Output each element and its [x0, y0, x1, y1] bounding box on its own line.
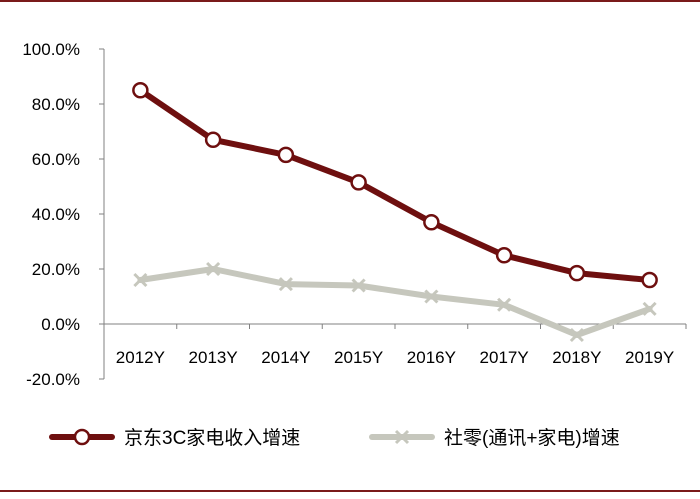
- y-tick-label: 20.0%: [32, 260, 80, 279]
- legend-swatch-marker: [73, 428, 91, 446]
- x-tick-label: 2012Y: [116, 348, 165, 367]
- legend: 京东3C家电收入增速 社零(通讯+家电)增速: [49, 427, 620, 449]
- y-tick-label: 60.0%: [32, 150, 80, 169]
- data-point-stroke: [642, 301, 657, 316]
- series-2: [133, 261, 657, 343]
- data-point: [133, 272, 148, 288]
- data-point: [132, 82, 149, 99]
- legend-label: 京东3C家电收入增速: [124, 427, 300, 449]
- axes: [99, 48, 687, 380]
- y-axis-tick-labels: 100.0% 80.0% 60.0% 40.0% 20.0% 0.0% -20.0%: [22, 40, 80, 389]
- data-point: [642, 301, 657, 316]
- series-1: [132, 82, 658, 289]
- y-tick-label: 100.0%: [22, 40, 80, 59]
- data-point-stroke: [206, 261, 221, 277]
- data-point: [278, 277, 293, 292]
- series-line: [137, 266, 653, 338]
- data-point-stroke: [497, 297, 512, 312]
- data-point: [641, 271, 658, 289]
- data-point: [351, 278, 366, 293]
- legend-item-1: 京东3C家电收入增速: [49, 427, 300, 449]
- x-tick-label: 2019Y: [625, 348, 674, 367]
- y-tick-label: 40.0%: [32, 205, 80, 224]
- x-tick-label: 2014Y: [261, 348, 310, 367]
- data-point-stroke: [351, 278, 366, 293]
- series-layer: [132, 82, 658, 343]
- legend-swatch-marker: [394, 429, 410, 445]
- legend-label: 社零(通讯+家电)增速: [444, 427, 620, 449]
- data-point: [350, 174, 367, 191]
- data-point: [204, 131, 222, 148]
- data-point: [206, 261, 221, 277]
- data-point-stroke: [133, 272, 148, 288]
- data-point-stroke: [424, 289, 439, 304]
- x-tick-label: 2015Y: [334, 348, 383, 367]
- data-point: [495, 247, 513, 264]
- y-tick-label: -20.0%: [26, 370, 80, 389]
- legend-item-2: 社零(通讯+家电)增速: [369, 427, 620, 449]
- data-point: [569, 327, 584, 343]
- x-tick-label: 2017Y: [480, 348, 529, 367]
- series-line: [137, 87, 653, 283]
- data-point: [277, 146, 295, 164]
- x-tick-label: 2018Y: [552, 348, 601, 367]
- x-axis-tick-labels: 2012Y 2013Y 2014Y 2015Y 2016Y 2017Y 2018Y 2019Y: [116, 348, 674, 367]
- y-tick-label: 80.0%: [32, 95, 80, 114]
- data-point: [424, 289, 439, 304]
- data-point: [568, 264, 586, 282]
- data-point: [497, 297, 512, 312]
- legend-swatch-stroke: [394, 429, 410, 445]
- data-point-stroke: [278, 277, 293, 292]
- x-tick-label: 2013Y: [189, 348, 238, 367]
- data-point: [423, 214, 440, 231]
- data-point-stroke: [569, 327, 584, 343]
- y-tick-label: 0.0%: [41, 315, 80, 334]
- x-tick-label: 2016Y: [407, 348, 456, 367]
